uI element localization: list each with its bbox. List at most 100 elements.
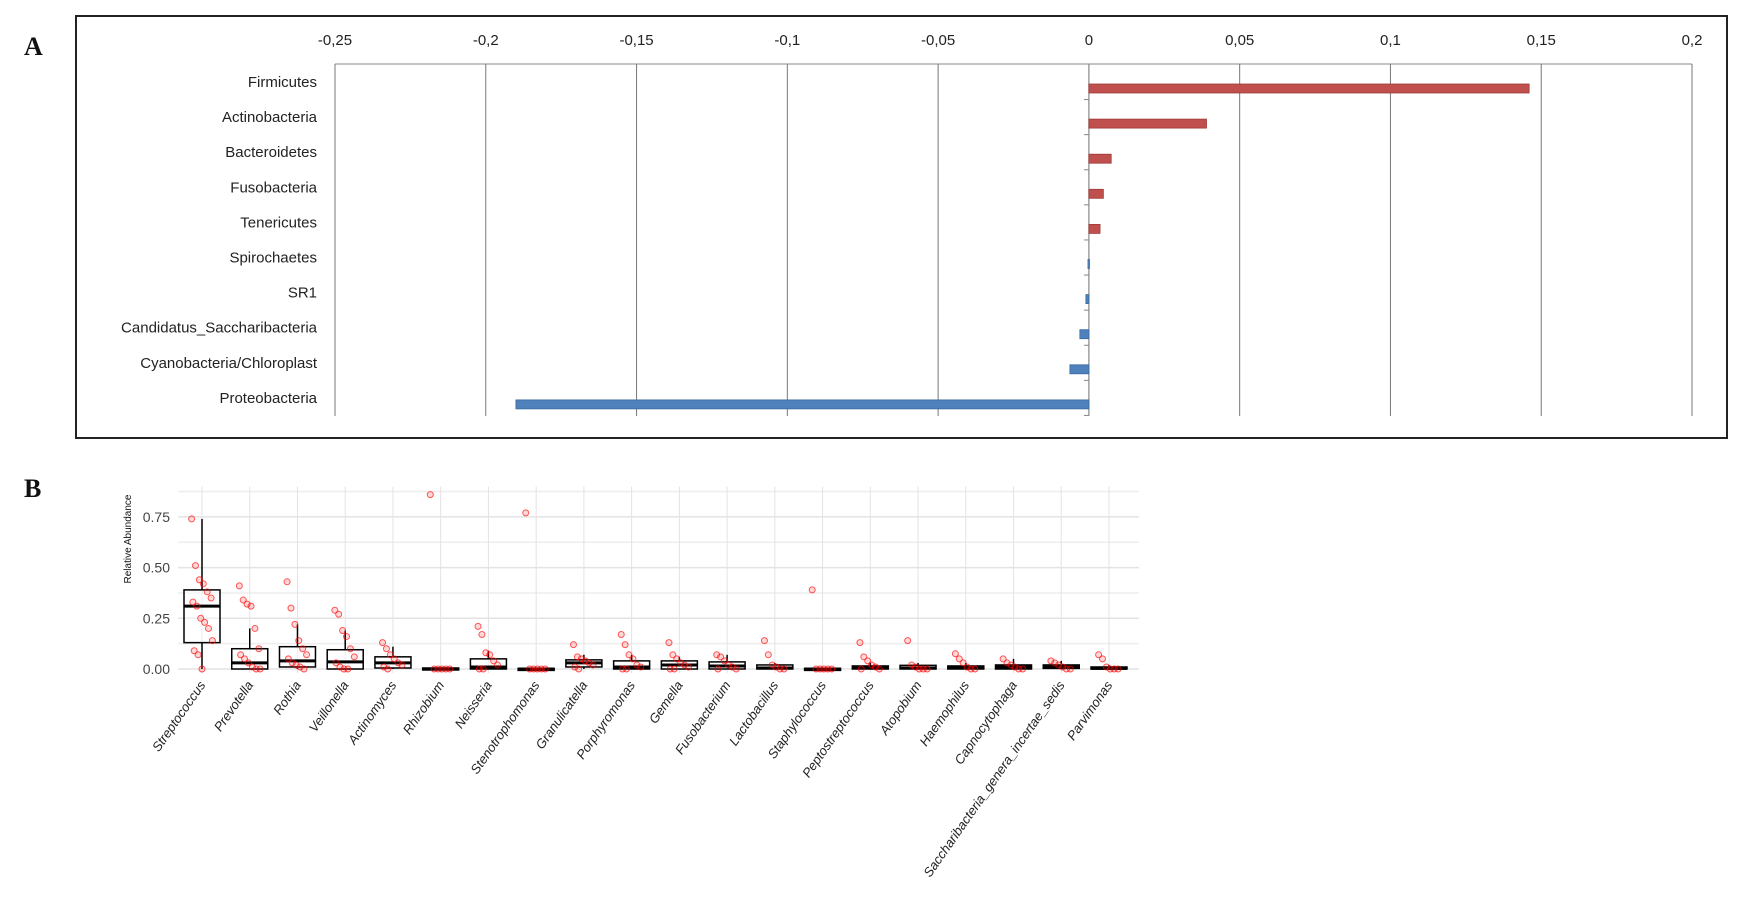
data-point [346,645,354,653]
bar-proteobacteria [515,399,1090,410]
data-point [581,657,589,665]
x-tick-label: 0 [1085,32,1093,49]
data-point [724,661,732,669]
data-point [237,651,245,659]
category-label: Tenericutes [240,214,317,231]
data-point [999,655,1007,663]
data-point [287,604,295,612]
data-point [291,620,299,628]
x-tick-label: Parvimonas [1064,678,1116,743]
x-tick-label: -0,05 [921,32,955,49]
category-label: Actinobacteria [222,109,318,126]
data-point [923,665,931,673]
data-point [768,661,776,669]
data-point [1007,661,1015,669]
data-point [622,665,630,673]
x-tick-label: Lactobacillus [726,678,782,749]
x-tick-label: Rothia [270,678,304,717]
data-point [203,588,211,596]
data-point [474,622,482,630]
data-point [522,509,530,517]
bar-candidatus-saccharibacteria [1079,329,1090,340]
data-point [194,651,202,659]
data-point [207,594,215,602]
box [612,660,651,670]
category-label: Bacteroidetes [225,144,317,161]
data-point [1059,663,1067,671]
bar-actinobacteria [1088,118,1207,129]
data-point [256,665,264,673]
data-point [728,663,736,671]
bar-bacteroidetes [1088,153,1112,164]
data-point [195,576,203,584]
bar-tenericutes [1088,223,1101,234]
data-point [343,633,351,641]
bar-sr1 [1085,294,1090,305]
data-point [808,586,816,594]
data-point [868,661,876,669]
data-point [192,562,199,570]
data-point [390,655,398,663]
data-point [332,659,340,667]
phylum-difference-bar-chart: -0,25 -0,2 -0,15 -0,1 -0,05 0 0,05 0,1 0,15 0,2 Fi… [75,15,1728,439]
data-point [248,663,256,671]
data-point [394,659,402,667]
data-point [573,653,581,661]
data-point [490,657,498,665]
data-point [380,663,388,671]
data-point [717,653,725,661]
data-point [382,645,390,653]
data-point [625,651,633,659]
data-point [1095,651,1103,659]
y-tick-label: 0.75 [143,509,170,525]
x-tick-label: -0,2 [473,32,499,49]
data-point [239,596,247,604]
category-label: Candidatus_Saccharibacteria [121,320,318,337]
data-point [669,651,677,659]
panel-a-label: A [24,32,43,61]
data-point [205,624,212,632]
data-point [617,631,625,639]
data-point [386,651,394,659]
data-point [303,651,311,659]
data-point [296,663,304,671]
data-point [677,659,685,667]
data-point [955,655,963,663]
data-point [541,665,549,673]
data-point [684,663,692,671]
data-point [1047,657,1055,665]
y-tick-label: 0.25 [143,610,170,626]
data-point [251,624,259,632]
category-label: Firmicutes [248,74,317,91]
y-tick-label: 0.50 [143,560,170,576]
data-point [908,661,916,669]
data-point [197,614,205,622]
x-tick-label: 0,2 [1682,32,1703,49]
data-point [721,657,729,665]
data-point [398,661,406,669]
data-point [247,602,255,610]
category-label: Spirochaetes [229,250,317,267]
x-tick-label: Gemella [646,678,686,726]
data-point [335,610,343,618]
data-point [241,655,249,663]
data-point [379,639,387,647]
x-tick-label: -0,25 [318,32,352,49]
data-point [336,663,344,671]
data-point [1051,659,1059,667]
data-point [673,655,681,663]
y-axis-title: Relative Abundance [123,494,134,583]
data-point [190,647,198,655]
data-point [575,665,583,673]
data-point [1102,663,1110,671]
x-tick-label: Neisseria [452,678,495,731]
data-point [637,663,645,671]
data-point [904,637,912,645]
data-point [446,665,454,673]
data-point [426,491,434,499]
data-point [569,641,577,649]
data-point [633,661,641,669]
data-point [911,663,919,671]
data-point [963,663,971,671]
data-point [201,618,209,626]
